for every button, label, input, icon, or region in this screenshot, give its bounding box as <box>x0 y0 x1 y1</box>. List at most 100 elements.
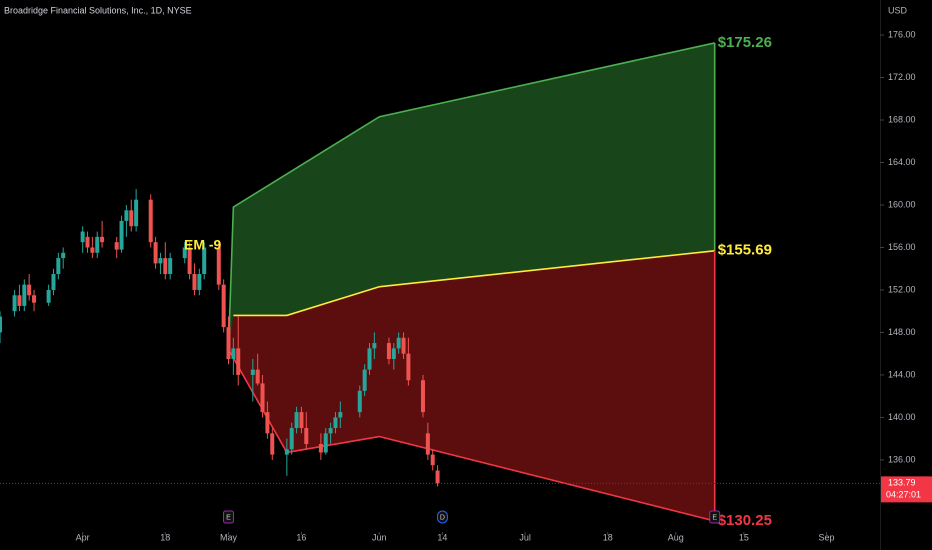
candle-body <box>153 242 158 264</box>
candle-body <box>323 433 328 453</box>
lower-price-label: $130.25 <box>718 512 772 529</box>
candle-body <box>284 449 289 455</box>
candle-body <box>22 284 27 306</box>
last-price-label: 133.79 <box>888 478 916 488</box>
countdown-label: 04:27:01 <box>886 490 921 500</box>
candle-body <box>420 380 425 413</box>
candle-body <box>391 348 396 359</box>
x-tick-label: Jun <box>372 532 387 542</box>
lower-cone-area <box>228 250 715 521</box>
lower-line <box>227 349 715 522</box>
candle-body <box>114 242 119 250</box>
candle-body <box>221 284 226 328</box>
candle-body <box>202 247 207 275</box>
candle-body <box>100 236 105 243</box>
candle-body <box>129 210 134 227</box>
candle-body <box>430 454 435 466</box>
candle-body <box>396 337 401 349</box>
candle-body <box>216 247 221 285</box>
candle-body <box>56 258 61 275</box>
y-tick-label: 176.00 <box>888 29 916 39</box>
candle-body <box>435 470 440 484</box>
x-tick-label: 18 <box>603 532 613 542</box>
candle-body <box>406 353 411 381</box>
candle-body <box>260 383 265 413</box>
candle-body <box>46 289 51 303</box>
candle-body <box>250 369 255 375</box>
event-marker <box>436 510 448 524</box>
y-tick-label: 140.00 <box>888 412 916 422</box>
upper-line <box>227 42 715 350</box>
chart-title: Broadridge Financial Solutions, Inc., 1D… <box>4 5 192 15</box>
candle-body <box>226 327 231 359</box>
candle-body <box>61 252 66 259</box>
candle-body <box>425 433 430 455</box>
candle-body <box>95 236 100 253</box>
candle-body <box>119 220 124 250</box>
y-tick-label: 136.00 <box>888 454 916 464</box>
candle-body <box>299 412 304 429</box>
y-tick-label: 168.00 <box>888 114 916 124</box>
candle-body <box>357 390 362 413</box>
candle-body <box>187 247 192 275</box>
candle-body <box>148 199 153 243</box>
annotation: EM -9 <box>184 237 222 253</box>
candle-body <box>236 348 241 375</box>
middle-line <box>233 249 715 317</box>
event-label: E <box>226 514 231 521</box>
candle-body <box>12 295 17 312</box>
candle-body <box>192 274 197 290</box>
x-tick-label: Apr <box>76 532 90 542</box>
x-tick-label: May <box>220 532 238 542</box>
x-tick-label: Aug <box>668 532 684 542</box>
x-tick-label: 16 <box>296 532 306 542</box>
candle-body <box>197 274 202 290</box>
x-tick-label: 14 <box>437 532 447 542</box>
candle-body <box>338 412 343 418</box>
y-tick-label: 160.00 <box>888 199 916 209</box>
candle-body <box>134 199 139 227</box>
candle-body <box>231 348 236 359</box>
x-tick-label: 15 <box>739 532 749 542</box>
event-marker <box>709 510 721 524</box>
candle-body <box>124 210 129 221</box>
event-label: D <box>440 514 445 521</box>
candle-body <box>32 295 37 303</box>
last-price-box <box>881 476 932 503</box>
y-tick-label: 144.00 <box>888 369 916 379</box>
y-tick-label: 152.00 <box>888 284 916 294</box>
y-tick-label: 164.00 <box>888 157 916 167</box>
candle-body <box>158 258 163 264</box>
candle-body <box>294 412 299 429</box>
event-marker <box>223 510 235 524</box>
candle-body <box>265 412 270 434</box>
y-tick-label: 148.00 <box>888 327 916 337</box>
candle-body <box>90 247 95 253</box>
candle-body <box>318 443 323 453</box>
candle-body <box>289 428 294 450</box>
candle-body <box>304 428 309 444</box>
candle-body <box>163 258 168 275</box>
candle-body <box>328 428 333 434</box>
candle-body <box>80 231 85 243</box>
upper-cone-area <box>228 42 715 350</box>
candle-body <box>27 284 32 296</box>
candle-body <box>17 295 22 306</box>
event-label: E <box>712 514 717 521</box>
candle-body <box>255 369 260 384</box>
candle-body <box>333 417 338 429</box>
y-tick-label: 172.00 <box>888 72 916 82</box>
x-tick-label: 18 <box>160 532 170 542</box>
candle-body <box>270 433 275 455</box>
candle-body <box>386 343 391 359</box>
x-tick-label: Sep <box>819 532 835 542</box>
candle-body <box>168 258 173 275</box>
candle-body <box>401 337 406 354</box>
candle-body <box>85 236 90 248</box>
candle-body <box>367 348 372 370</box>
candle-body <box>372 343 377 349</box>
candle-body <box>362 369 367 391</box>
y-tick-label: 156.00 <box>888 242 916 252</box>
candle-body <box>0 316 2 333</box>
